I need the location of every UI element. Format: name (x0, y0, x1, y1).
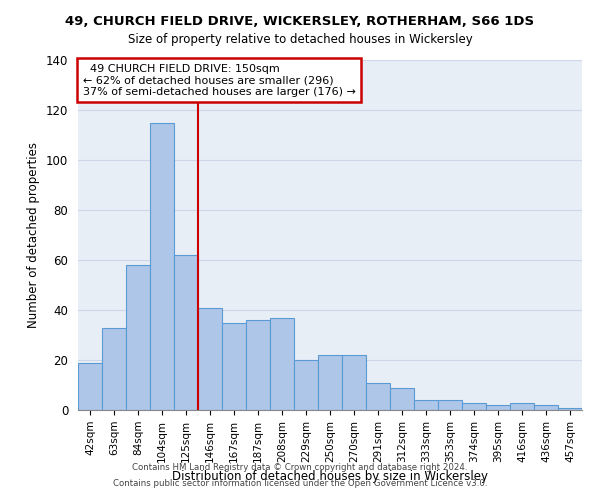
Bar (174, 255, 198, 410)
Bar (486, 405, 510, 410)
Bar (126, 265, 150, 410)
X-axis label: Distribution of detached houses by size in Wickersley: Distribution of detached houses by size … (172, 470, 488, 483)
Bar (222, 322, 246, 410)
Text: Contains HM Land Registry data © Crown copyright and database right 2024.: Contains HM Land Registry data © Crown c… (132, 464, 468, 472)
Text: 49, CHURCH FIELD DRIVE, WICKERSLEY, ROTHERHAM, S66 1DS: 49, CHURCH FIELD DRIVE, WICKERSLEY, ROTH… (65, 15, 535, 28)
Bar (270, 318, 294, 410)
Bar (438, 400, 462, 410)
Bar (78, 362, 102, 410)
Bar (318, 355, 342, 410)
Bar (102, 328, 126, 410)
Bar (414, 400, 438, 410)
Text: Size of property relative to detached houses in Wickersley: Size of property relative to detached ho… (128, 32, 472, 46)
Text: 49 CHURCH FIELD DRIVE: 150sqm  
← 62% of detached houses are smaller (296)
37% o: 49 CHURCH FIELD DRIVE: 150sqm ← 62% of d… (83, 64, 356, 96)
Bar (558, 408, 582, 410)
Bar (390, 388, 414, 410)
Bar (534, 405, 558, 410)
Bar (294, 360, 318, 410)
Bar (150, 122, 174, 410)
Bar (246, 320, 270, 410)
Bar (198, 308, 222, 410)
Bar (462, 402, 486, 410)
Bar (510, 402, 534, 410)
Text: Contains public sector information licensed under the Open Government Licence v3: Contains public sector information licen… (113, 478, 487, 488)
Y-axis label: Number of detached properties: Number of detached properties (28, 142, 40, 328)
Bar (366, 382, 390, 410)
Bar (342, 355, 366, 410)
